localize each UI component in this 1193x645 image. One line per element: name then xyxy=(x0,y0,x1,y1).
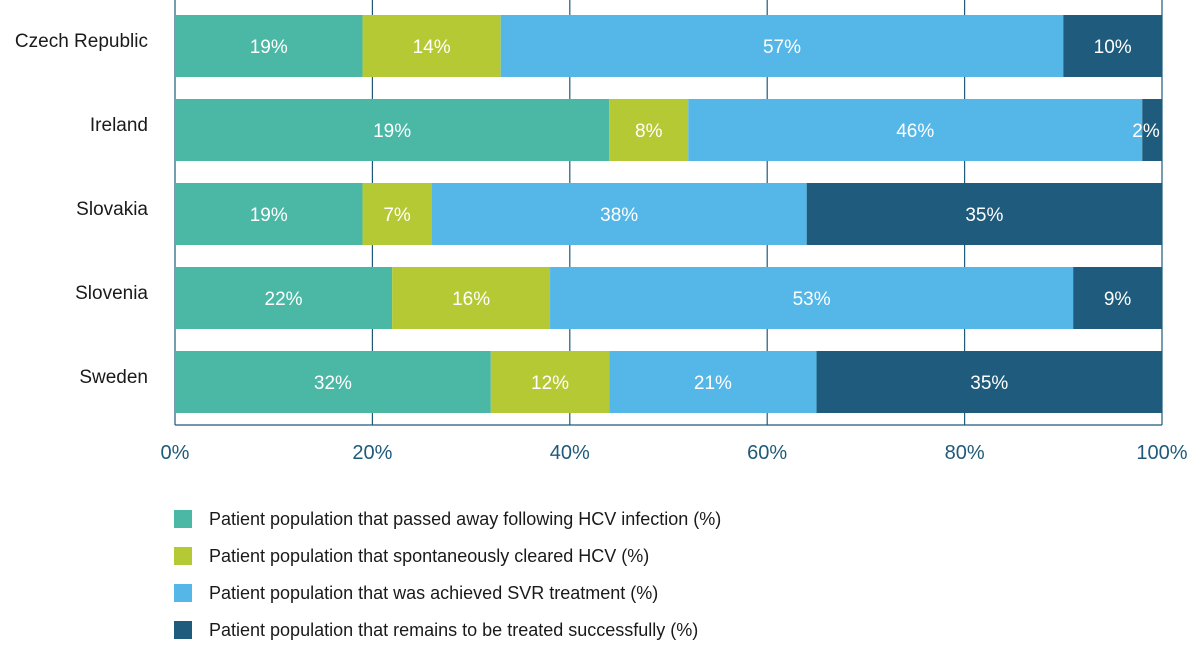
legend-item: Patient population that remains to be tr… xyxy=(174,620,698,640)
bar-segment xyxy=(550,267,1074,329)
legend-item: Patient population that spontaneously cl… xyxy=(174,546,649,566)
data-label: 35% xyxy=(970,373,1008,394)
data-label: 46% xyxy=(896,121,934,142)
legend-label: Patient population that passed away foll… xyxy=(209,509,721,529)
category-label: Slovakia xyxy=(76,199,148,220)
bar-segment xyxy=(175,351,491,413)
bar-segment xyxy=(490,351,610,413)
bar-segment xyxy=(1063,15,1162,77)
legend-item: Patient population that passed away foll… xyxy=(174,509,721,529)
category-labels: Czech Republic Ireland Slovakia Slovenia Swe… xyxy=(15,31,149,388)
data-label: 16% xyxy=(452,289,490,310)
legend-swatch xyxy=(174,584,192,602)
data-label: 9% xyxy=(1104,289,1132,310)
data-label: 21% xyxy=(694,373,732,394)
data-label: 57% xyxy=(763,37,801,58)
x-tick-label: 100% xyxy=(1136,442,1187,464)
bar-segment xyxy=(175,15,363,77)
data-label: 32% xyxy=(314,373,352,394)
bar-segment xyxy=(175,183,363,245)
data-label: 2% xyxy=(1132,121,1160,142)
data-label: 19% xyxy=(250,205,288,226)
bar-segment xyxy=(175,99,610,161)
data-labels: 19% 14% 57% 10% 19% 8% 46% 2% 19% 7% 38% 35% 22% 16% 5… xyxy=(250,37,1160,394)
bar-segment xyxy=(175,267,393,329)
legend-label: Patient population that remains to be tr… xyxy=(209,620,698,640)
bar-segment xyxy=(431,183,807,245)
data-label: 10% xyxy=(1094,37,1132,58)
legend-swatch xyxy=(174,547,192,565)
bar-segment xyxy=(1142,99,1162,161)
bar-segment xyxy=(609,99,689,161)
data-label: 12% xyxy=(531,373,569,394)
bar-segment xyxy=(806,183,1162,245)
data-label: 19% xyxy=(373,121,411,142)
data-label: 8% xyxy=(635,121,663,142)
bars xyxy=(175,15,1162,413)
data-label: 22% xyxy=(265,289,303,310)
legend-swatch xyxy=(174,621,192,639)
category-label: Slovenia xyxy=(75,283,148,304)
data-label: 7% xyxy=(383,205,411,226)
bar-segment xyxy=(816,351,1162,413)
legend-item: Patient population that was achieved SVR… xyxy=(174,583,658,603)
bar-segment xyxy=(688,99,1143,161)
category-label: Czech Republic xyxy=(15,31,148,52)
legend-label: Patient population that spontaneously cl… xyxy=(209,546,649,566)
bar-segment xyxy=(1073,267,1162,329)
data-label: 14% xyxy=(413,37,451,58)
category-label: Ireland xyxy=(90,115,148,136)
bar-segment xyxy=(362,15,501,77)
x-tick-label: 80% xyxy=(945,442,985,464)
x-tick-labels: 0% 20% 40% 60% 80% 100% xyxy=(161,442,1188,464)
data-label: 19% xyxy=(250,37,288,58)
legend-swatch xyxy=(174,510,192,528)
bar-segment xyxy=(500,15,1064,77)
bar-segment xyxy=(362,183,432,245)
bar-segment xyxy=(392,267,551,329)
legend-label: Patient population that was achieved SVR… xyxy=(209,583,658,603)
x-tick-label: 40% xyxy=(550,442,590,464)
category-label: Sweden xyxy=(79,367,148,388)
bar-segment xyxy=(609,351,817,413)
legend: Patient population that passed away foll… xyxy=(174,509,721,640)
data-label: 38% xyxy=(600,205,638,226)
data-label: 53% xyxy=(793,289,831,310)
data-label: 35% xyxy=(965,205,1003,226)
x-tick-label: 20% xyxy=(352,442,392,464)
x-tick-label: 60% xyxy=(747,442,787,464)
x-tick-label: 0% xyxy=(161,442,190,464)
